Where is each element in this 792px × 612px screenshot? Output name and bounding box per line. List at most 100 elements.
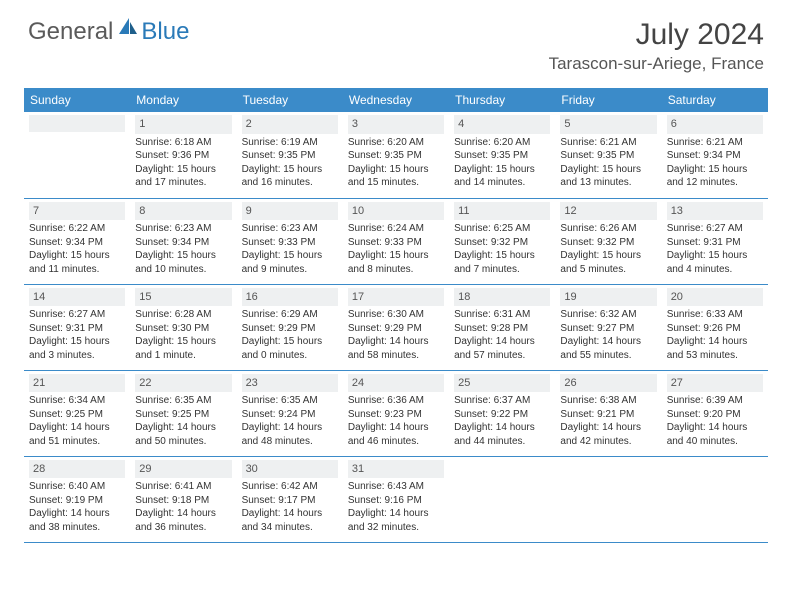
day-number: 28 <box>29 460 125 479</box>
sunset-line: Sunset: 9:16 PM <box>348 494 444 508</box>
sunset-line: Sunset: 9:33 PM <box>242 236 338 250</box>
weekday-header: Monday <box>130 88 236 112</box>
sunset-line: Sunset: 9:31 PM <box>667 236 763 250</box>
sunset-line: Sunset: 9:23 PM <box>348 408 444 422</box>
sunset-line: Sunset: 9:32 PM <box>560 236 656 250</box>
calendar-cell: 26Sunrise: 6:38 AMSunset: 9:21 PMDayligh… <box>555 370 661 456</box>
sunset-line: Sunset: 9:17 PM <box>242 494 338 508</box>
day-number: 13 <box>667 202 763 221</box>
logo-text-blue: Blue <box>141 18 189 46</box>
daylight-line: Daylight: 14 hours and 32 minutes. <box>348 507 444 534</box>
weekday-header: Sunday <box>24 88 130 112</box>
sunrise-line: Sunrise: 6:35 AM <box>135 394 231 408</box>
calendar-cell: 24Sunrise: 6:36 AMSunset: 9:23 PMDayligh… <box>343 370 449 456</box>
day-number: 14 <box>29 288 125 307</box>
calendar-cell: 30Sunrise: 6:42 AMSunset: 9:17 PMDayligh… <box>237 456 343 542</box>
sunrise-line: Sunrise: 6:18 AM <box>135 136 231 150</box>
calendar-cell: 7Sunrise: 6:22 AMSunset: 9:34 PMDaylight… <box>24 198 130 284</box>
calendar-head: SundayMondayTuesdayWednesdayThursdayFrid… <box>24 88 768 112</box>
daylight-line: Daylight: 14 hours and 50 minutes. <box>135 421 231 448</box>
calendar-cell: 13Sunrise: 6:27 AMSunset: 9:31 PMDayligh… <box>662 198 768 284</box>
calendar-cell: 20Sunrise: 6:33 AMSunset: 9:26 PMDayligh… <box>662 284 768 370</box>
sunset-line: Sunset: 9:36 PM <box>135 149 231 163</box>
calendar-cell: 5Sunrise: 6:21 AMSunset: 9:35 PMDaylight… <box>555 112 661 198</box>
sunset-line: Sunset: 9:26 PM <box>667 322 763 336</box>
weekday-header: Tuesday <box>237 88 343 112</box>
calendar-cell: 12Sunrise: 6:26 AMSunset: 9:32 PMDayligh… <box>555 198 661 284</box>
day-number: 6 <box>667 115 763 134</box>
calendar-cell: 11Sunrise: 6:25 AMSunset: 9:32 PMDayligh… <box>449 198 555 284</box>
sunset-line: Sunset: 9:34 PM <box>29 236 125 250</box>
day-number: 18 <box>454 288 550 307</box>
sunrise-line: Sunrise: 6:23 AM <box>242 222 338 236</box>
daylight-line: Daylight: 15 hours and 10 minutes. <box>135 249 231 276</box>
sunrise-line: Sunrise: 6:28 AM <box>135 308 231 322</box>
sunrise-line: Sunrise: 6:42 AM <box>242 480 338 494</box>
day-number: 11 <box>454 202 550 221</box>
sunset-line: Sunset: 9:21 PM <box>560 408 656 422</box>
day-number: 27 <box>667 374 763 393</box>
calendar-cell: 22Sunrise: 6:35 AMSunset: 9:25 PMDayligh… <box>130 370 236 456</box>
calendar-cell: 1Sunrise: 6:18 AMSunset: 9:36 PMDaylight… <box>130 112 236 198</box>
daylight-line: Daylight: 14 hours and 38 minutes. <box>29 507 125 534</box>
calendar-body: 1Sunrise: 6:18 AMSunset: 9:36 PMDaylight… <box>24 112 768 542</box>
calendar-cell: 27Sunrise: 6:39 AMSunset: 9:20 PMDayligh… <box>662 370 768 456</box>
daylight-line: Daylight: 14 hours and 51 minutes. <box>29 421 125 448</box>
daylight-line: Daylight: 15 hours and 16 minutes. <box>242 163 338 190</box>
daylight-line: Daylight: 14 hours and 58 minutes. <box>348 335 444 362</box>
calendar-cell: 14Sunrise: 6:27 AMSunset: 9:31 PMDayligh… <box>24 284 130 370</box>
sunrise-line: Sunrise: 6:29 AM <box>242 308 338 322</box>
calendar-cell: 4Sunrise: 6:20 AMSunset: 9:35 PMDaylight… <box>449 112 555 198</box>
daylight-line: Daylight: 14 hours and 55 minutes. <box>560 335 656 362</box>
sunset-line: Sunset: 9:24 PM <box>242 408 338 422</box>
calendar-cell: 29Sunrise: 6:41 AMSunset: 9:18 PMDayligh… <box>130 456 236 542</box>
day-number: 12 <box>560 202 656 221</box>
sunrise-line: Sunrise: 6:27 AM <box>667 222 763 236</box>
calendar-cell: 6Sunrise: 6:21 AMSunset: 9:34 PMDaylight… <box>662 112 768 198</box>
sunset-line: Sunset: 9:35 PM <box>560 149 656 163</box>
day-number: 23 <box>242 374 338 393</box>
calendar-cell: 9Sunrise: 6:23 AMSunset: 9:33 PMDaylight… <box>237 198 343 284</box>
calendar-cell: 15Sunrise: 6:28 AMSunset: 9:30 PMDayligh… <box>130 284 236 370</box>
daylight-line: Daylight: 14 hours and 36 minutes. <box>135 507 231 534</box>
day-number: 8 <box>135 202 231 221</box>
daylight-line: Daylight: 14 hours and 44 minutes. <box>454 421 550 448</box>
daylight-line: Daylight: 14 hours and 40 minutes. <box>667 421 763 448</box>
daylight-line: Daylight: 15 hours and 4 minutes. <box>667 249 763 276</box>
day-number: 26 <box>560 374 656 393</box>
sunset-line: Sunset: 9:35 PM <box>242 149 338 163</box>
sunset-line: Sunset: 9:29 PM <box>242 322 338 336</box>
calendar-cell-empty <box>449 456 555 542</box>
calendar-cell: 16Sunrise: 6:29 AMSunset: 9:29 PMDayligh… <box>237 284 343 370</box>
daylight-line: Daylight: 15 hours and 0 minutes. <box>242 335 338 362</box>
sunrise-line: Sunrise: 6:38 AM <box>560 394 656 408</box>
daylight-line: Daylight: 15 hours and 13 minutes. <box>560 163 656 190</box>
calendar-cell-empty <box>662 456 768 542</box>
daylight-line: Daylight: 15 hours and 11 minutes. <box>29 249 125 276</box>
calendar-row: 1Sunrise: 6:18 AMSunset: 9:36 PMDaylight… <box>24 112 768 198</box>
sunset-line: Sunset: 9:19 PM <box>29 494 125 508</box>
daylight-line: Daylight: 15 hours and 17 minutes. <box>135 163 231 190</box>
daylight-line: Daylight: 14 hours and 46 minutes. <box>348 421 444 448</box>
calendar-cell: 25Sunrise: 6:37 AMSunset: 9:22 PMDayligh… <box>449 370 555 456</box>
sunrise-line: Sunrise: 6:31 AM <box>454 308 550 322</box>
calendar-table: SundayMondayTuesdayWednesdayThursdayFrid… <box>24 88 768 543</box>
calendar-cell-empty <box>24 112 130 198</box>
day-number: 19 <box>560 288 656 307</box>
weekday-header: Saturday <box>662 88 768 112</box>
sunrise-line: Sunrise: 6:20 AM <box>348 136 444 150</box>
logo-sail-icon <box>117 16 139 41</box>
location-label: Tarascon-sur-Ariege, France <box>549 54 764 74</box>
daylight-line: Daylight: 15 hours and 9 minutes. <box>242 249 338 276</box>
calendar-cell: 2Sunrise: 6:19 AMSunset: 9:35 PMDaylight… <box>237 112 343 198</box>
calendar-cell: 10Sunrise: 6:24 AMSunset: 9:33 PMDayligh… <box>343 198 449 284</box>
sunrise-line: Sunrise: 6:20 AM <box>454 136 550 150</box>
day-number: 3 <box>348 115 444 134</box>
logo-text-general: General <box>28 18 113 46</box>
day-number: 29 <box>135 460 231 479</box>
day-number: 7 <box>29 202 125 221</box>
day-number: 30 <box>242 460 338 479</box>
weekday-header: Friday <box>555 88 661 112</box>
calendar-row: 21Sunrise: 6:34 AMSunset: 9:25 PMDayligh… <box>24 370 768 456</box>
day-number: 22 <box>135 374 231 393</box>
